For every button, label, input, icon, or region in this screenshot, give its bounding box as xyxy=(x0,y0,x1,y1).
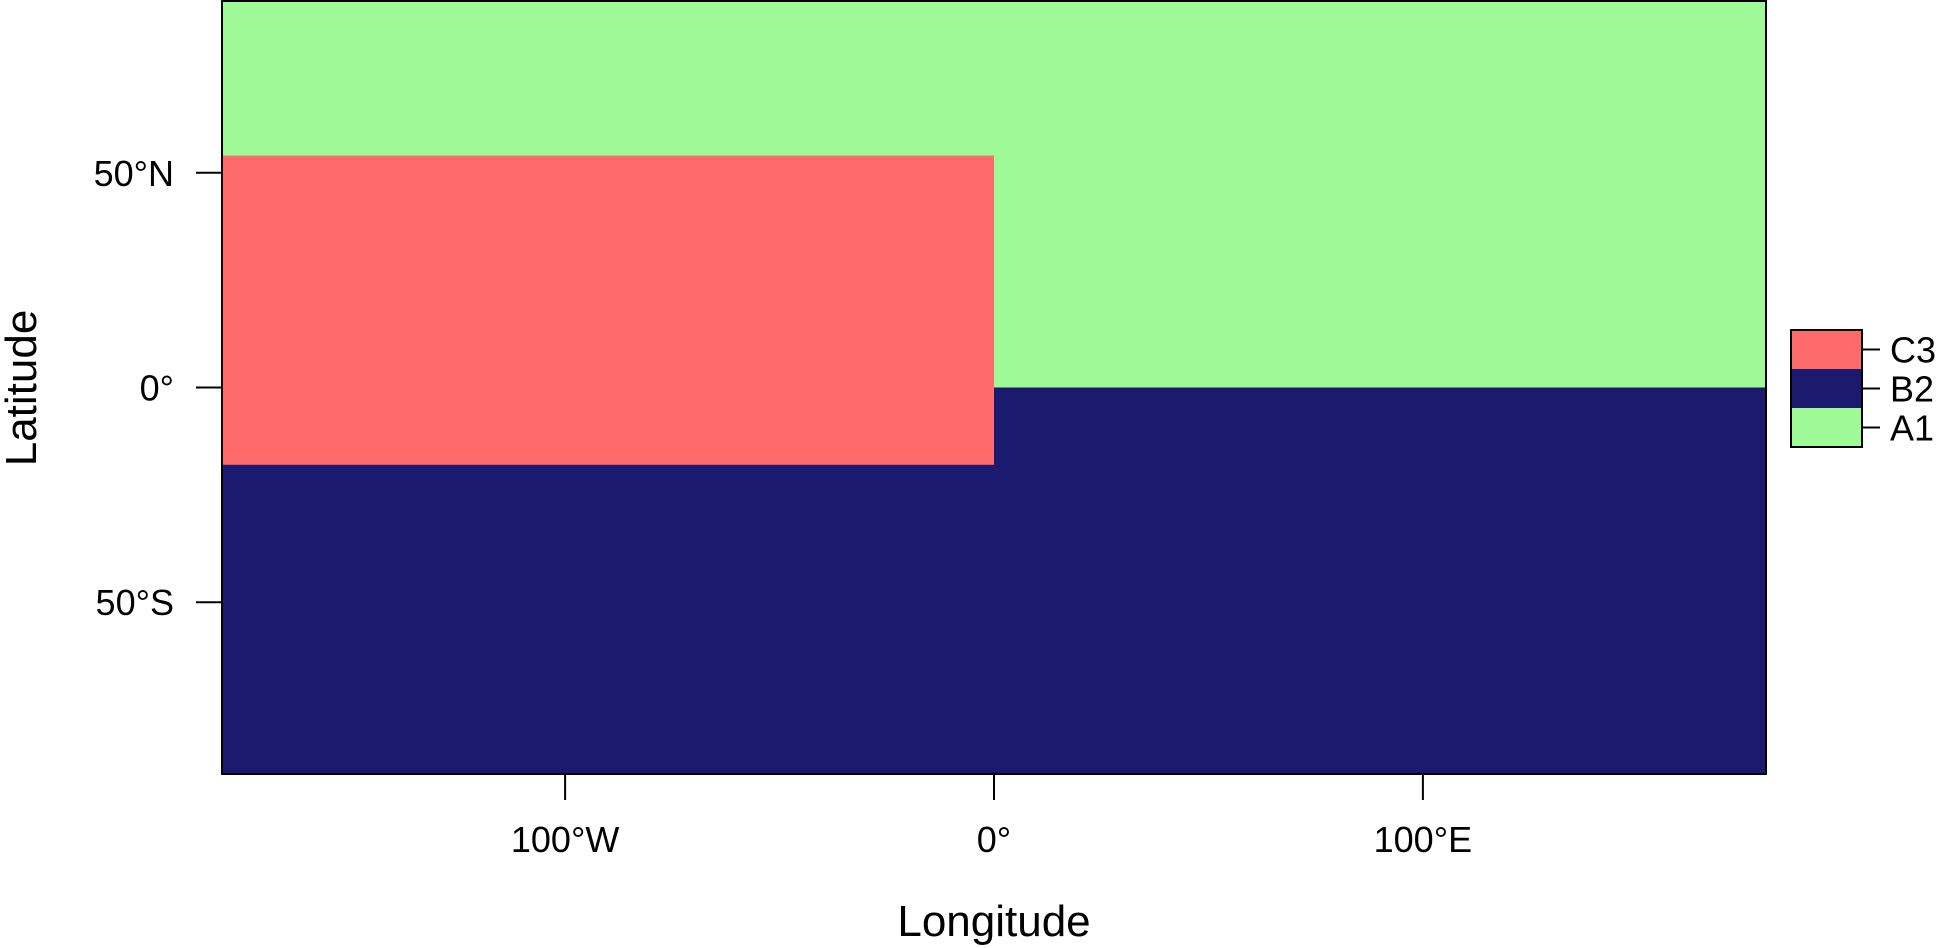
legend-label-c3: C3 xyxy=(1890,330,1936,371)
x-tick-label: 0° xyxy=(977,819,1011,860)
legend-frame xyxy=(1790,329,1863,448)
regions-layer xyxy=(222,1,1766,774)
region-c3 xyxy=(222,155,994,465)
legend-label-b2: B2 xyxy=(1890,369,1934,410)
x-axis: 100°W 0° 100°E xyxy=(511,774,1472,860)
y-tick-label: 50°S xyxy=(96,582,174,623)
y-tick-label: 50°N xyxy=(94,153,174,194)
y-axis-title: Latitude xyxy=(0,310,46,467)
x-tick-label: 100°E xyxy=(1374,819,1472,860)
legend-swatch-b2 xyxy=(1791,369,1862,408)
legend-swatch-a1 xyxy=(1791,408,1862,447)
x-tick-label: 100°W xyxy=(511,819,619,860)
y-tick-label: 0° xyxy=(140,368,174,409)
y-axis: 50°N 0° 50°S xyxy=(94,153,222,623)
legend-label-a1: A1 xyxy=(1890,408,1934,449)
x-axis-title: Longitude xyxy=(897,897,1090,946)
legend-swatch-c3 xyxy=(1791,330,1862,369)
